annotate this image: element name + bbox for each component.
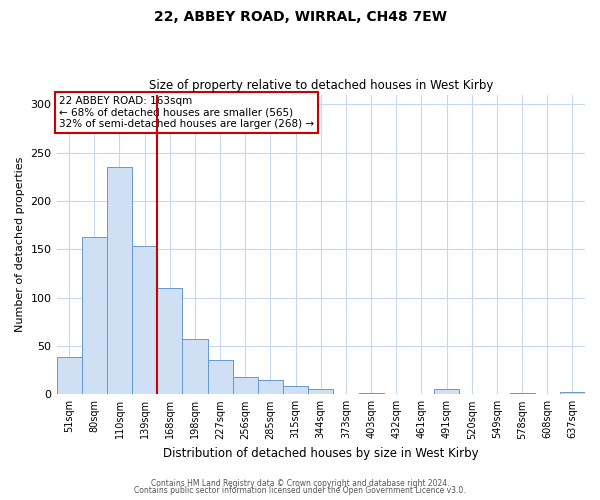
Bar bbox=[233, 377, 258, 394]
Bar bbox=[182, 339, 208, 394]
Bar bbox=[560, 392, 585, 394]
Bar bbox=[132, 246, 157, 394]
Text: 22 ABBEY ROAD: 163sqm
← 68% of detached houses are smaller (565)
32% of semi-det: 22 ABBEY ROAD: 163sqm ← 68% of detached … bbox=[59, 96, 314, 130]
Title: Size of property relative to detached houses in West Kirby: Size of property relative to detached ho… bbox=[149, 79, 493, 92]
X-axis label: Distribution of detached houses by size in West Kirby: Distribution of detached houses by size … bbox=[163, 447, 479, 460]
Text: Contains HM Land Registry data © Crown copyright and database right 2024.: Contains HM Land Registry data © Crown c… bbox=[151, 478, 449, 488]
Bar bbox=[308, 388, 334, 394]
Bar bbox=[208, 360, 233, 394]
Text: 22, ABBEY ROAD, WIRRAL, CH48 7EW: 22, ABBEY ROAD, WIRRAL, CH48 7EW bbox=[154, 10, 446, 24]
Bar bbox=[56, 356, 82, 395]
Bar bbox=[82, 236, 107, 394]
Y-axis label: Number of detached properties: Number of detached properties bbox=[15, 156, 25, 332]
Bar bbox=[283, 386, 308, 394]
Bar bbox=[258, 380, 283, 394]
Bar bbox=[434, 390, 459, 394]
Text: Contains public sector information licensed under the Open Government Licence v3: Contains public sector information licen… bbox=[134, 486, 466, 495]
Bar bbox=[157, 288, 182, 395]
Bar bbox=[107, 167, 132, 394]
